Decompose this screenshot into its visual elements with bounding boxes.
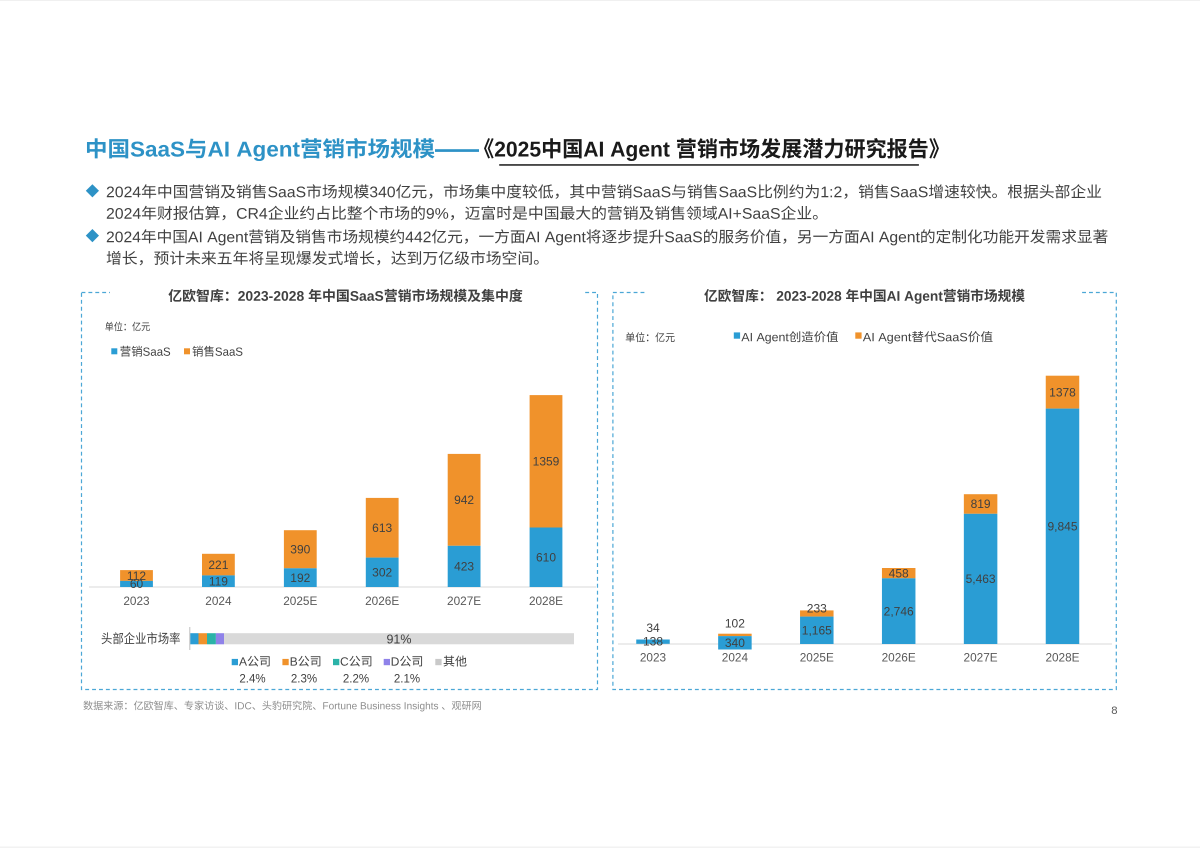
svg-text:1378: 1378 [1049,385,1076,399]
svg-text:2028E: 2028E [529,594,563,608]
svg-text:2.4%: 2.4% [239,673,265,685]
svg-text:2026E: 2026E [882,651,916,665]
svg-text:458: 458 [889,566,909,580]
svg-text:942: 942 [454,493,474,507]
svg-text:2.1%: 2.1% [394,673,420,685]
svg-text:2027E: 2027E [964,651,998,665]
svg-text:340: 340 [725,636,745,650]
svg-text:221: 221 [208,558,228,572]
svg-text:2024: 2024 [205,594,232,608]
svg-text:2.2%: 2.2% [343,673,369,685]
svg-text:2025E: 2025E [283,594,317,608]
svg-text:613: 613 [372,521,392,535]
svg-text:610: 610 [536,551,556,565]
svg-text:302: 302 [372,566,392,580]
svg-text:2027E: 2027E [447,594,481,608]
svg-text:2025E: 2025E [800,651,834,665]
svg-text:9,845: 9,845 [1047,520,1077,534]
svg-text:119: 119 [209,575,228,589]
svg-text:390: 390 [290,543,310,557]
svg-text:2023: 2023 [640,651,667,665]
svg-text:1359: 1359 [533,455,560,469]
svg-text:5,463: 5,463 [966,572,996,586]
svg-text:2026E: 2026E [365,594,399,608]
svg-text:1,165: 1,165 [802,624,832,638]
svg-text:91%: 91% [386,633,411,647]
svg-text:2028E: 2028E [1045,651,1079,665]
svg-text:60: 60 [130,577,144,591]
svg-text:34: 34 [646,621,660,635]
svg-text:138: 138 [643,634,663,648]
svg-text:819: 819 [971,497,991,511]
svg-text:192: 192 [290,571,310,585]
svg-text:2023: 2023 [123,594,150,608]
svg-text:2,746: 2,746 [884,604,914,618]
svg-text:112: 112 [127,569,146,583]
svg-text:423: 423 [454,560,474,574]
svg-text:8: 8 [1111,705,1117,717]
svg-text:2024: 2024 [722,651,749,665]
svg-text:102: 102 [725,617,745,631]
svg-text:233: 233 [807,601,827,615]
svg-text:2.3%: 2.3% [291,673,317,685]
